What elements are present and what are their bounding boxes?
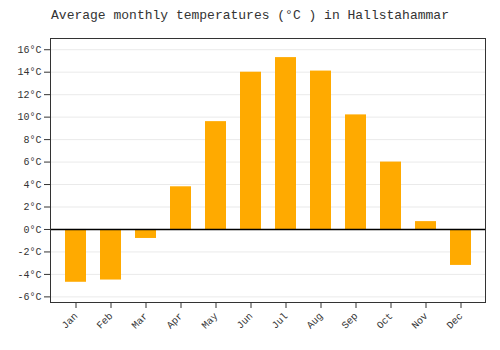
- svg-text:Oct: Oct: [375, 311, 396, 332]
- svg-text:8°C: 8°C: [23, 135, 41, 146]
- svg-text:0°C: 0°C: [23, 225, 41, 236]
- svg-text:Nov: Nov: [410, 311, 431, 332]
- svg-text:Aug: Aug: [305, 311, 326, 332]
- svg-text:Mar: Mar: [130, 311, 151, 332]
- svg-text:-6°C: -6°C: [17, 292, 41, 303]
- svg-text:Jun: Jun: [235, 311, 256, 332]
- svg-text:12°C: 12°C: [17, 90, 41, 101]
- svg-text:4°C: 4°C: [23, 180, 41, 191]
- svg-text:Sep: Sep: [340, 311, 361, 332]
- svg-text:Jan: Jan: [60, 311, 81, 332]
- svg-text:Jul: Jul: [270, 311, 291, 332]
- svg-text:-4°C: -4°C: [17, 270, 41, 281]
- svg-text:-2°C: -2°C: [17, 247, 41, 258]
- svg-text:Apr: Apr: [165, 311, 186, 332]
- svg-text:14°C: 14°C: [17, 67, 41, 78]
- svg-text:16°C: 16°C: [17, 45, 41, 56]
- html-text:Average monthly temperatures (: Average monthly temperatures (°C ) in Ha…: [51, 8, 449, 23]
- svg-text:6°C: 6°C: [23, 157, 41, 168]
- svg-text:10°C: 10°C: [17, 112, 41, 123]
- svg-text:2°C: 2°C: [23, 202, 41, 213]
- svg-text:Dec: Dec: [445, 311, 466, 332]
- svg-text:May: May: [200, 311, 221, 332]
- svg-text:Feb: Feb: [95, 311, 116, 332]
